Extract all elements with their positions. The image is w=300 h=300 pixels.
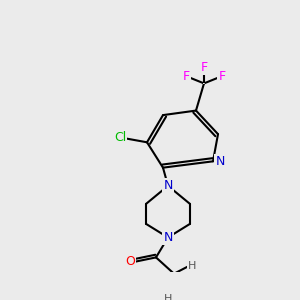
Text: F: F: [182, 70, 190, 83]
Text: N: N: [163, 179, 173, 192]
Text: Cl: Cl: [114, 131, 126, 144]
Text: O: O: [125, 255, 135, 268]
Text: F: F: [218, 70, 226, 83]
Text: H: H: [188, 262, 196, 272]
Text: N: N: [215, 155, 225, 168]
Text: C: C: [203, 83, 205, 84]
Text: N: N: [163, 231, 173, 244]
Text: F: F: [200, 61, 208, 74]
Text: H: H: [164, 294, 172, 300]
